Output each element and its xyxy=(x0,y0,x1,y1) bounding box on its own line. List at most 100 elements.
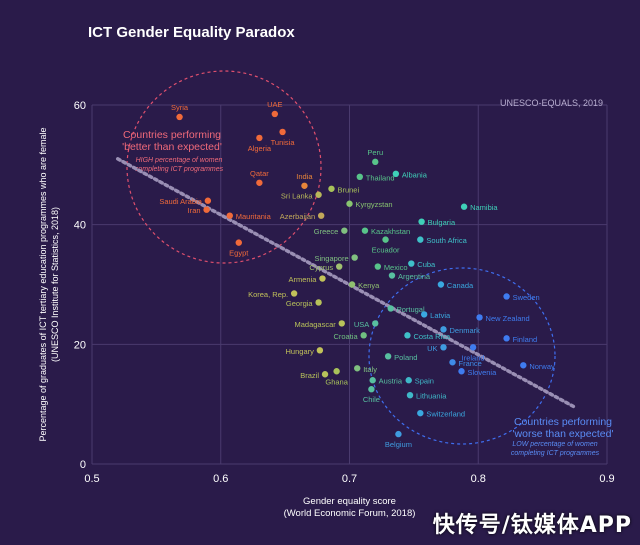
data-point xyxy=(417,409,424,417)
point-label: Brazil xyxy=(300,371,319,380)
data-point xyxy=(321,371,329,378)
point-label: Saudi Arabia xyxy=(159,197,202,206)
point-label: Ecuador xyxy=(372,246,400,255)
data-point xyxy=(346,200,353,207)
data-point xyxy=(503,335,510,342)
data-point xyxy=(315,299,322,306)
point-label: South Africa xyxy=(426,236,467,245)
point-label: UK xyxy=(427,344,437,353)
point-label: Hungary xyxy=(286,347,315,356)
data-point xyxy=(404,332,411,339)
data-point xyxy=(226,212,233,219)
better-than-expected-subtitle: HIGH percentage of women completing ICT p… xyxy=(135,157,224,173)
data-point xyxy=(440,344,447,351)
x-tick-label: 0.6 xyxy=(213,473,228,485)
x-axis-label: Gender equality score xyxy=(303,496,396,507)
point-label: Iran xyxy=(188,206,201,215)
worse-than-expected-circle xyxy=(368,267,556,445)
data-point xyxy=(395,430,402,438)
data-point xyxy=(256,134,263,142)
point-label: Brunei xyxy=(337,185,359,194)
point-label: Ireland xyxy=(462,353,485,362)
point-label: Kazakhstan xyxy=(371,227,410,236)
data-point xyxy=(279,128,286,136)
point-label: Poland xyxy=(394,353,417,362)
data-point xyxy=(369,377,376,384)
data-point xyxy=(348,281,356,288)
data-point xyxy=(368,386,375,393)
data-point xyxy=(460,203,468,210)
data-point xyxy=(458,368,465,375)
data-point xyxy=(203,206,210,213)
x-tick-label: 0.7 xyxy=(342,473,357,485)
y-tick-label: 0 xyxy=(80,459,86,471)
point-label: Cuba xyxy=(417,260,436,269)
point-label: Denmark xyxy=(449,326,480,335)
data-point xyxy=(382,236,389,243)
point-label: Italy xyxy=(363,365,377,374)
x-axis-sublabel: (World Economic Forum, 2018) xyxy=(284,508,416,519)
data-point xyxy=(317,212,325,219)
data-point xyxy=(520,362,527,369)
point-label: Madagascar xyxy=(294,320,336,329)
point-label: Thailand xyxy=(366,173,395,182)
y-axis-label: Percentage of graduates of ICT tertiary … xyxy=(38,128,48,442)
trend-line-path xyxy=(116,157,577,409)
point-label: Latvia xyxy=(430,311,451,320)
point-label: France xyxy=(459,359,482,368)
x-tick-label: 0.9 xyxy=(599,473,614,485)
point-label: New Zealand xyxy=(486,314,530,323)
trend-line xyxy=(116,157,577,409)
point-label: Georgia xyxy=(286,299,314,308)
y-tick-label: 60 xyxy=(74,100,86,112)
point-label: Sweden xyxy=(513,293,540,302)
data-point xyxy=(449,359,456,366)
data-point xyxy=(406,391,414,399)
point-label: Kenya xyxy=(358,281,380,290)
point-label: Canada xyxy=(447,281,474,290)
data-point xyxy=(361,227,369,234)
point-label: Tunisia xyxy=(271,138,296,147)
data-point xyxy=(256,179,263,186)
data-point xyxy=(319,275,326,282)
point-label: Mauritania xyxy=(236,212,272,221)
data-point xyxy=(372,158,379,166)
point-label: Algeria xyxy=(248,144,272,153)
data-point xyxy=(392,170,400,178)
data-point xyxy=(408,260,415,267)
data-point xyxy=(420,311,428,318)
point-label: Belgium xyxy=(385,440,412,449)
data-point xyxy=(176,113,183,121)
point-label: Chile xyxy=(363,395,380,404)
point-label: USA xyxy=(354,320,369,329)
point-label: Portugal xyxy=(397,305,425,314)
point-label: Syria xyxy=(171,103,189,112)
chart-title: ICT Gender Equality Paradox xyxy=(88,24,295,41)
better-than-expected-circle xyxy=(126,70,322,264)
data-point xyxy=(437,281,445,288)
point-label: Greece xyxy=(314,227,339,236)
data-point xyxy=(372,320,379,327)
data-point xyxy=(418,218,425,225)
data-point xyxy=(388,272,396,279)
data-point xyxy=(356,173,363,180)
annotations: UNESCO-EQUALS, 2019 Countries performing '… xyxy=(122,70,613,457)
data-point xyxy=(333,368,340,375)
data-point xyxy=(338,320,345,327)
data-point xyxy=(301,182,308,189)
data-point xyxy=(469,344,477,351)
data-point xyxy=(360,332,367,339)
point-label: Austria xyxy=(379,377,403,386)
point-label: Qatar xyxy=(250,169,269,178)
data-point xyxy=(417,236,424,243)
point-label: Argentina xyxy=(398,272,431,281)
point-label: Croatia xyxy=(333,332,358,341)
point-label: Switzerland xyxy=(426,410,465,419)
point-label: Norway xyxy=(529,362,555,371)
y-tick-label: 20 xyxy=(74,339,86,351)
point-label: Lithuania xyxy=(416,392,447,401)
data-point xyxy=(290,290,298,297)
data-point xyxy=(354,365,361,372)
